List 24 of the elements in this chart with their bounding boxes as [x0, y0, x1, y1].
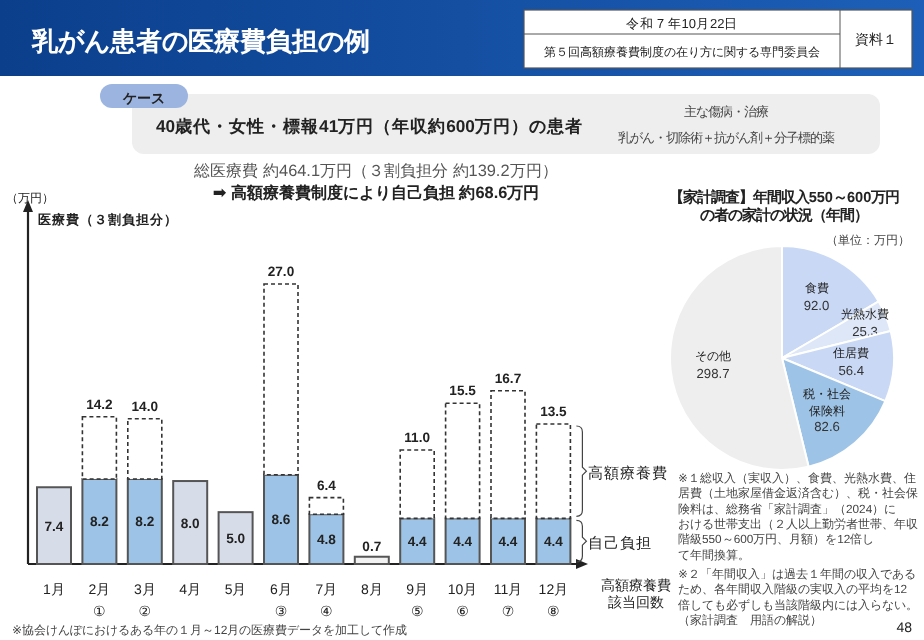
bar — [263, 283, 299, 476]
bar — [172, 480, 209, 565]
bar — [490, 517, 526, 565]
bar — [535, 517, 572, 565]
bar — [353, 555, 390, 565]
bar — [263, 473, 299, 565]
bar — [399, 449, 435, 520]
bar — [126, 477, 163, 565]
bar — [308, 496, 345, 516]
bar — [444, 402, 481, 520]
chart-title: 乳がん患者の医療費負担の例 — [30, 26, 370, 56]
bar — [535, 423, 572, 520]
text: 総医療費 約464.1万円（３割負担分 約139.2万円） — [192, 162, 558, 180]
text: ➡ 高額療養費制度により自己負担 約68.6万円 — [212, 182, 540, 202]
bar — [490, 390, 526, 520]
bar — [36, 486, 72, 565]
bar — [127, 418, 163, 480]
bar — [81, 415, 118, 480]
bar — [444, 517, 481, 565]
bar — [308, 513, 345, 565]
text: 40歳代・女性・標報41万円（年収約600万円）の患者 — [156, 116, 583, 136]
bar — [217, 511, 254, 565]
bar — [399, 517, 436, 565]
bar — [81, 477, 118, 565]
